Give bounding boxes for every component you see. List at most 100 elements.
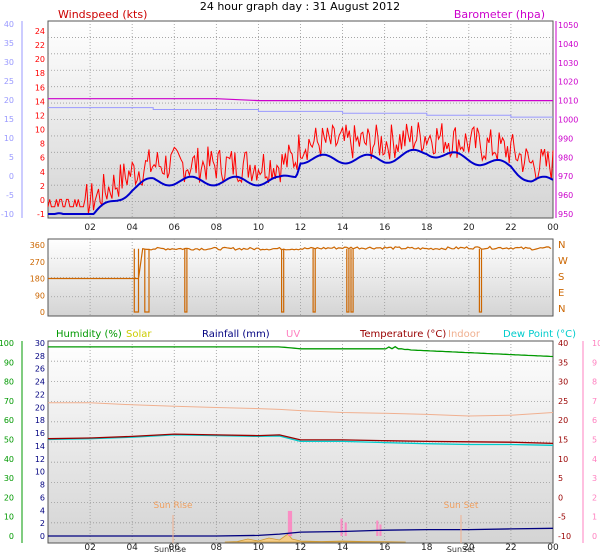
wind-secondary-tick-label: 35 (4, 39, 14, 48)
windspeed-tick-label: 0 (40, 196, 45, 205)
barometer-tick-label: 960 (558, 191, 573, 200)
barometer-tick-label: 1010 (558, 97, 578, 106)
windspeed-tick-label: 14 (35, 97, 45, 106)
bottom-sunset-label: SunSet (447, 545, 475, 554)
rainfall-tick-label: 8 (40, 481, 45, 490)
uv-tick-label: 6 (592, 416, 597, 425)
temperature-line (47, 433, 554, 445)
rainfall-tick-label: 16 (35, 429, 45, 438)
rainfall-tick-label: 6 (40, 493, 45, 502)
legend-item: Humidity (%) (56, 329, 122, 340)
humidity-tick-label: 20 (4, 493, 14, 502)
windspeed-tick-label: -1 (37, 210, 45, 219)
humidity-tick-label: 100 (0, 339, 14, 348)
time-tick-label: 22 (505, 543, 516, 553)
windspeed-tick-label: 16 (35, 83, 45, 92)
time-tick-label: 18 (421, 543, 433, 553)
time-tick-label: 06 (169, 543, 181, 553)
direction-axis: 360 270 180 90 0 (30, 241, 45, 317)
rainfall-tick-label: 26 (35, 365, 45, 374)
legend-item: Temperature (°C) (359, 329, 446, 340)
temperature-tick-label: 0 (558, 493, 563, 502)
uv-tick-label: 4 (592, 455, 597, 464)
uv-tick-label: 7 (592, 397, 597, 406)
temperature-tick-label: -10 (558, 532, 571, 541)
barometer-tick-label: 1020 (558, 78, 578, 87)
rainfall-tick-label: 0 (40, 532, 45, 541)
time-tick-label: 10 (253, 543, 265, 553)
uv-bar (376, 520, 379, 536)
lower-panel: Humidity (%) Solar Rainfall (mm) UV Temperat… (0, 329, 600, 554)
time-tick-label: 06 (169, 223, 181, 233)
time-tick-label: 16 (379, 543, 391, 553)
rainfall-tick-label: 20 (35, 403, 45, 412)
barometer-tick-label: 1040 (558, 40, 578, 49)
wind-direction-line (48, 245, 552, 313)
barometer-axis: 1050 1040 1030 1020 1010 1000 990 980 970 960 950 (555, 21, 578, 219)
temperature-tick-label: 35 (558, 358, 568, 367)
compass-label: S (558, 272, 564, 283)
rainfall-tick-label: 30 (35, 339, 45, 348)
windspeed-tick-label: 2 (40, 182, 45, 191)
rainfall-tick-label: 14 (35, 442, 45, 451)
compass-label: N (558, 304, 565, 315)
direction-tick-label: 180 (30, 275, 45, 284)
humidity-tick-label: 70 (4, 397, 14, 406)
rainfall-line (48, 527, 554, 537)
time-tick-label: 10 (253, 223, 265, 233)
temperature-tick-label: 20 (558, 416, 568, 425)
time-tick-label: 12 (295, 543, 306, 553)
barometer-tick-label: 1000 (558, 116, 578, 125)
legend-item: Indoor (448, 329, 481, 340)
indoor-line (48, 402, 554, 417)
rainfall-tick-label: 22 (35, 390, 45, 399)
time-tick-label: 20 (463, 543, 475, 553)
humidity-tick-label: 80 (4, 378, 14, 387)
direction-tick-label: 270 (30, 258, 45, 267)
time-tick-label: 02 (84, 223, 95, 233)
wind-secondary-axis: 40 35 30 25 20 15 10 5 0 -5 -10 (1, 20, 23, 219)
barometer-line (48, 98, 553, 102)
uv-tick-label: 3 (592, 474, 597, 483)
time-tick-label: 12 (295, 223, 306, 233)
rainfall-tick-label: 28 (35, 352, 45, 361)
rainfall-tick-label: 4 (40, 506, 45, 515)
direction-tick-label: 90 (35, 291, 45, 300)
rainfall-tick-label: 10 (35, 468, 45, 477)
sunrise-label: Sun Rise (154, 501, 193, 511)
rainfall-tick-label: 2 (40, 519, 45, 528)
lower-legend: Humidity (%) Solar Rainfall (mm) UV Temperat… (56, 329, 576, 340)
wind-grid (48, 21, 553, 218)
wind-secondary-tick-label: 30 (4, 58, 14, 67)
humidity-tick-label: 50 (4, 436, 14, 445)
uv-bar (344, 522, 347, 536)
time-tick-label: 04 (126, 223, 138, 233)
wind-secondary-tick-label: -5 (6, 191, 14, 200)
humidity-line (48, 345, 554, 358)
legend-item: Solar (126, 329, 152, 340)
solar-area (224, 533, 406, 543)
time-tick-label: 00 (547, 543, 559, 553)
barometer-tick-label: 1050 (558, 21, 578, 30)
wind-secondary-tick-label: 15 (4, 115, 14, 124)
time-tick-label: 18 (421, 223, 433, 233)
uv-tick-label: 8 (592, 378, 597, 387)
humidity-tick-label: 60 (4, 416, 14, 425)
temperature-tick-label: 5 (558, 474, 563, 483)
barometer-tick-label: 980 (558, 153, 573, 162)
barometer-tick-label: 950 (558, 210, 573, 219)
temperature-axis: 40 35 30 25 20 15 10 5 0 -5 -10 (558, 339, 571, 541)
barometer-tick-label: 970 (558, 172, 573, 181)
wind-secondary-tick-label: -10 (1, 210, 14, 219)
humidity-tick-label: 30 (4, 474, 14, 483)
dewpoint-line (47, 434, 554, 446)
lower-time-axis: 02 04 06 08 10 12 14 16 18 20 22 00 (84, 543, 559, 553)
time-tick-label: 16 (379, 223, 391, 233)
time-tick-label: 00 (547, 223, 559, 233)
time-tick-label: 22 (505, 223, 516, 233)
windspeed-tick-label: 18 (35, 69, 45, 78)
